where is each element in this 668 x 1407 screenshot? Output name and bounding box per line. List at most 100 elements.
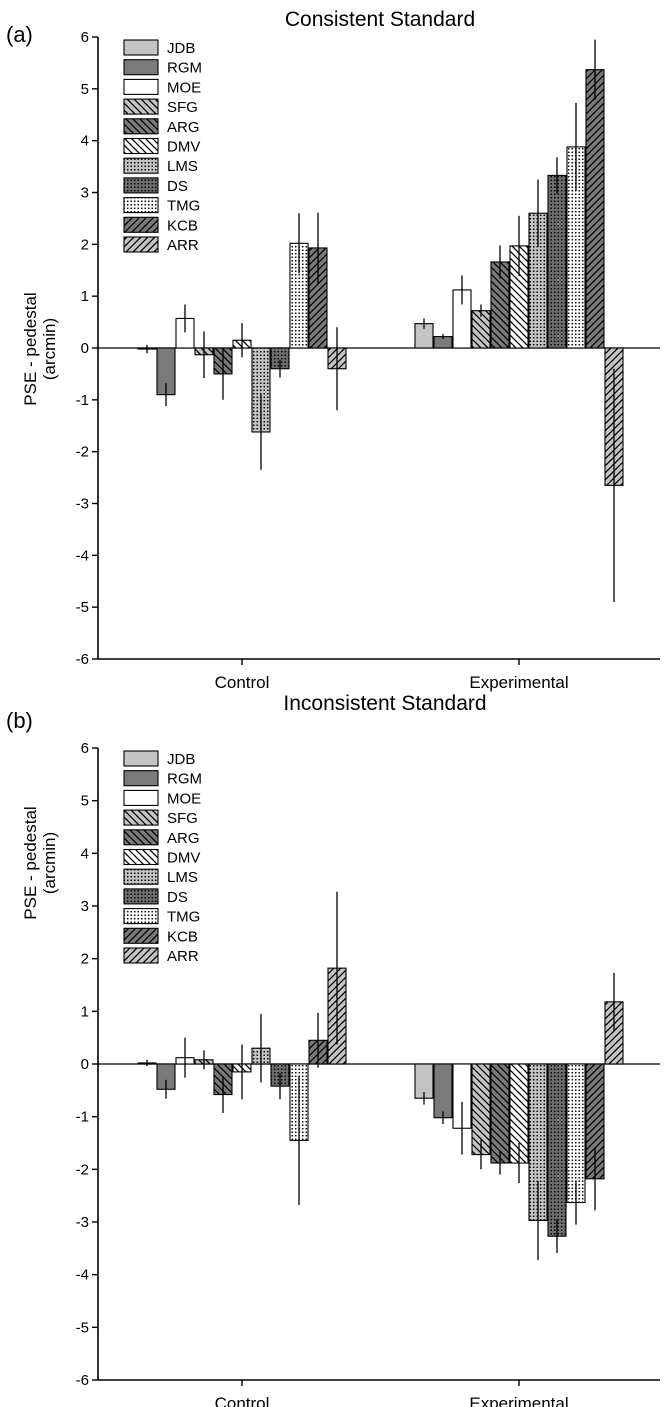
- bar-kcb: [585, 69, 605, 349]
- legend-label: KCB: [167, 928, 198, 945]
- legend-label: TMG: [167, 909, 200, 926]
- chart-panel-a: (a) Consistent Standard PSE - pedestal (…: [6, 8, 660, 692]
- y-axis-label-line1: PSE - pedestal: [21, 292, 40, 405]
- legend-label: DMV: [167, 850, 200, 867]
- y-tick-label: -4: [76, 547, 89, 564]
- legend-swatch: [123, 59, 159, 76]
- legend-label: RGM: [167, 60, 202, 77]
- legend-label: ARR: [167, 948, 199, 965]
- legend-swatch: [123, 947, 159, 964]
- bars: [137, 39, 624, 602]
- legend-swatch: [123, 118, 159, 135]
- legend-swatch: [123, 770, 159, 787]
- legend-item-tmg: TMG: [123, 908, 200, 926]
- legend-label: ARG: [167, 119, 200, 136]
- bar-sfg: [471, 310, 491, 349]
- y-tick-label: -1: [76, 1109, 89, 1126]
- y-tick-label: -2: [76, 444, 89, 461]
- y-tick-label: 6: [81, 29, 89, 46]
- y-tick-label: 4: [81, 133, 89, 150]
- legend-swatch: [123, 809, 159, 826]
- legend-item-jdb: JDB: [123, 750, 195, 768]
- y-tick-label: 2: [81, 951, 89, 968]
- y-tick-label: 2: [81, 236, 89, 253]
- legend-label: DMV: [167, 139, 200, 156]
- legend-swatch: [123, 78, 159, 95]
- y-tick-label: -4: [76, 1267, 89, 1284]
- legend-item-arg: ARG: [123, 829, 200, 847]
- legend-swatch: [123, 98, 159, 115]
- axes: 6 5 4 3 2 1 0 -1 -2 -3 -4 -5 -6 Control Experimental: [76, 740, 660, 1407]
- y-tick-label: 1: [81, 1003, 89, 1020]
- legend-label: TMG: [167, 198, 200, 215]
- bar-arr: [604, 1001, 624, 1065]
- panel-label: (b): [6, 708, 33, 733]
- panel-label: (a): [6, 22, 33, 47]
- legend-label: LMS: [167, 158, 198, 175]
- bar-tmg: [566, 146, 586, 349]
- legend-item-arg: ARG: [123, 118, 200, 136]
- legend-swatch: [123, 829, 159, 846]
- legend-label: SFG: [167, 810, 198, 827]
- legend-label: RGM: [167, 771, 202, 788]
- y-tick-label: -1: [76, 392, 89, 409]
- y-axis-label: PSE - pedestal (arcmin): [21, 806, 59, 919]
- y-tick-label: 4: [81, 845, 89, 862]
- legend-label: JDB: [167, 751, 195, 768]
- axes: 6 5 4 3 2 1 0 -1 -2 -3 -4 -5 -6 Control Experimental: [76, 29, 660, 692]
- legend-item-dmv: DMV: [123, 848, 200, 867]
- y-tick-label: -6: [76, 651, 89, 668]
- y-tick-label: -3: [76, 496, 89, 513]
- legend-swatch: [123, 868, 159, 885]
- legend-label: KCB: [167, 217, 198, 234]
- legend-label: MOE: [167, 79, 201, 96]
- bar-ds: [547, 1063, 567, 1237]
- legend-label: DS: [167, 889, 188, 906]
- legend-item-moe: MOE: [123, 78, 201, 96]
- legend-swatch: [123, 197, 159, 214]
- bar-tmg: [566, 1063, 586, 1204]
- bar-lms: [251, 347, 271, 433]
- legend-item-jdb: JDB: [123, 39, 195, 57]
- legend-item-lms: LMS: [123, 157, 198, 175]
- legend-item-dmv: DMV: [123, 137, 200, 156]
- chart-title: Inconsistent Standard: [283, 692, 486, 715]
- legend-label: ARG: [167, 830, 200, 847]
- y-tick-label: 3: [81, 898, 89, 915]
- y-tick-label: -6: [76, 1372, 89, 1389]
- legend-label: MOE: [167, 790, 201, 807]
- legend-item-ds: DS: [123, 888, 188, 906]
- legend-label: LMS: [167, 869, 198, 886]
- bar-kcb: [585, 1063, 605, 1180]
- y-tick-label: 3: [81, 185, 89, 202]
- y-axis-label-line1: PSE - pedestal: [21, 806, 40, 919]
- legend-swatch: [123, 137, 159, 155]
- y-tick-label: 0: [81, 1056, 89, 1073]
- bar-arg: [490, 261, 510, 349]
- y-tick-label: 5: [81, 81, 89, 98]
- y-tick-label: 0: [81, 340, 89, 357]
- legend-item-lms: LMS: [123, 868, 198, 886]
- x-tick-label: Experimental: [469, 1394, 568, 1407]
- legend-item-kcb: KCB: [123, 927, 198, 945]
- x-tick-label: Experimental: [469, 673, 568, 692]
- legend-swatch: [123, 177, 159, 194]
- legend-swatch: [123, 888, 159, 905]
- bar-arg: [490, 1063, 510, 1164]
- legend-swatch: [123, 750, 159, 767]
- bar-kcb: [308, 247, 328, 349]
- legend-label: JDB: [167, 40, 195, 57]
- bar-dmv: [509, 245, 529, 349]
- legend-swatch: [123, 216, 159, 233]
- bar-ds: [547, 174, 567, 349]
- legend-label: DS: [167, 178, 188, 195]
- y-axis-label: PSE - pedestal (arcmin): [21, 292, 59, 405]
- y-tick-label: 1: [81, 288, 89, 305]
- legend-label: ARR: [167, 237, 199, 254]
- bar-rgm: [433, 1063, 453, 1119]
- legend: JDB RGM MOE SFG ARG DMV LMS DS TMG KCB ARR: [123, 750, 202, 965]
- legend-swatch: [123, 39, 159, 56]
- legend-swatch: [123, 236, 159, 253]
- y-tick-label: -5: [76, 1319, 89, 1336]
